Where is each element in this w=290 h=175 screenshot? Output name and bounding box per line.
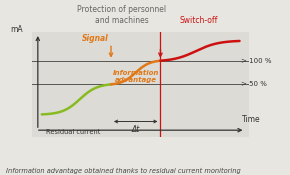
Text: Protection of personnel
and machines: Protection of personnel and machines — [77, 5, 166, 25]
Text: Residual current: Residual current — [46, 129, 100, 135]
Text: Time: Time — [242, 116, 260, 124]
Text: Information
advantage: Information advantage — [113, 70, 159, 83]
Text: > 50 %: > 50 % — [242, 81, 267, 87]
Text: > 100 %: > 100 % — [242, 58, 272, 64]
Text: mA: mA — [10, 25, 23, 34]
Text: Δt: Δt — [132, 125, 140, 134]
Text: Information advantage obtained thanks to residual current monitoring: Information advantage obtained thanks to… — [6, 168, 240, 174]
Text: Switch-off: Switch-off — [180, 16, 218, 25]
Text: Signal: Signal — [82, 34, 109, 43]
